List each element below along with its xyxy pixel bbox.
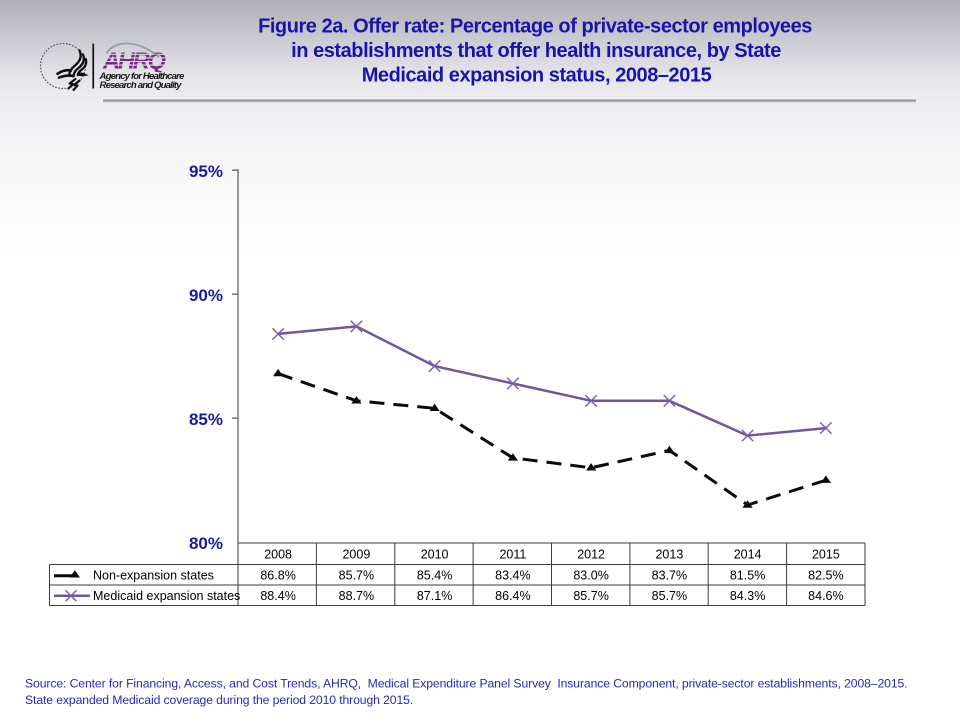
svg-text:83.4%: 83.4%: [495, 569, 530, 583]
svg-text:90%: 90%: [189, 286, 223, 305]
svg-text:Agency for Healthcare: Agency for Healthcare: [99, 71, 185, 82]
svg-text:85.7%: 85.7%: [339, 569, 374, 583]
svg-text:88.4%: 88.4%: [260, 589, 295, 603]
svg-text:84.3%: 84.3%: [730, 589, 765, 603]
svg-text:2011: 2011: [499, 547, 526, 561]
svg-text:2013: 2013: [655, 547, 683, 561]
svg-text:95%: 95%: [189, 162, 223, 181]
svg-text:Non-expansion states: Non-expansion states: [93, 569, 214, 583]
svg-text:Medicaid expansion states: Medicaid expansion states: [93, 589, 240, 603]
svg-text:Research and Quality: Research and Quality: [100, 80, 183, 91]
svg-text:State expanded Medicaid covera: State expanded Medicaid coverage during …: [25, 693, 413, 707]
svg-text:85.4%: 85.4%: [417, 569, 452, 583]
svg-text:83.7%: 83.7%: [652, 569, 687, 583]
svg-text:Source: Center for Financing,: Source: Center for Financing, Access, an…: [25, 677, 907, 691]
svg-text:Figure 2a. Offer rate: Percent: Figure 2a. Offer rate: Percentage of pri…: [258, 16, 812, 38]
svg-text:87.1%: 87.1%: [417, 589, 452, 603]
svg-text:81.5%: 81.5%: [730, 569, 765, 583]
svg-text:2014: 2014: [734, 547, 762, 561]
svg-text:80%: 80%: [189, 534, 223, 553]
svg-text:85.7%: 85.7%: [573, 589, 608, 603]
svg-text:84.6%: 84.6%: [808, 589, 843, 603]
svg-text:86.4%: 86.4%: [495, 589, 530, 603]
svg-text:2008: 2008: [264, 547, 292, 561]
svg-text:2015: 2015: [812, 547, 840, 561]
svg-text:85.7%: 85.7%: [652, 589, 687, 603]
svg-text:82.5%: 82.5%: [808, 569, 843, 583]
svg-text:Medicaid expansion status, 200: Medicaid expansion status, 2008–2015: [362, 65, 712, 87]
svg-text:88.7%: 88.7%: [339, 589, 374, 603]
svg-text:83.0%: 83.0%: [573, 569, 608, 583]
svg-text:in establishments that offer h: in establishments that offer health insu…: [291, 40, 781, 62]
svg-text:85%: 85%: [189, 410, 223, 429]
svg-text:2012: 2012: [577, 547, 605, 561]
svg-text:86.8%: 86.8%: [260, 569, 295, 583]
svg-text:2009: 2009: [342, 547, 370, 561]
svg-text:2010: 2010: [421, 547, 449, 561]
